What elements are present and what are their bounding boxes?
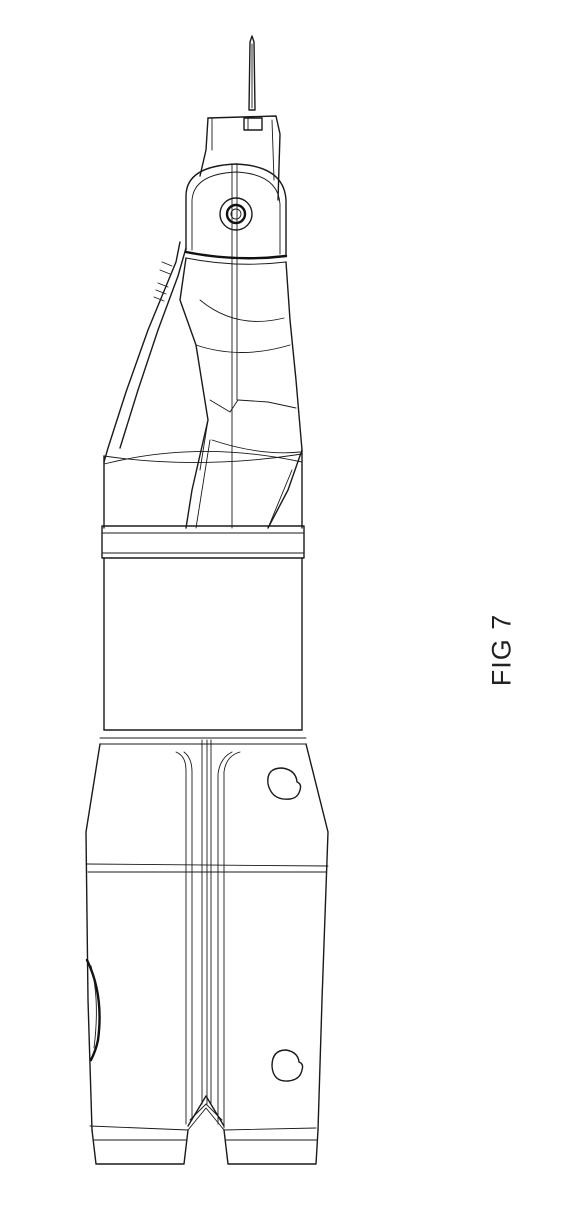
upper-body — [104, 450, 302, 528]
neck-section — [180, 258, 302, 528]
pivot-ring — [220, 198, 252, 230]
tip-connector — [244, 118, 262, 130]
right-grip-panel — [218, 752, 240, 1128]
head-housing — [200, 116, 280, 200]
collar-ring — [102, 526, 304, 558]
seam-band — [100, 730, 306, 744]
left-grip-panel — [176, 752, 192, 1124]
figure-label: FIG 7 — [487, 614, 518, 687]
side-ridge — [104, 242, 186, 462]
middle-cylinder — [104, 558, 302, 730]
bottom-end — [92, 1130, 318, 1164]
tip-pin — [249, 36, 255, 110]
lower-mounting-hole — [272, 1050, 303, 1081]
central-spine — [188, 740, 224, 1126]
upper-mounting-hole — [268, 768, 301, 799]
head-band — [186, 252, 286, 264]
